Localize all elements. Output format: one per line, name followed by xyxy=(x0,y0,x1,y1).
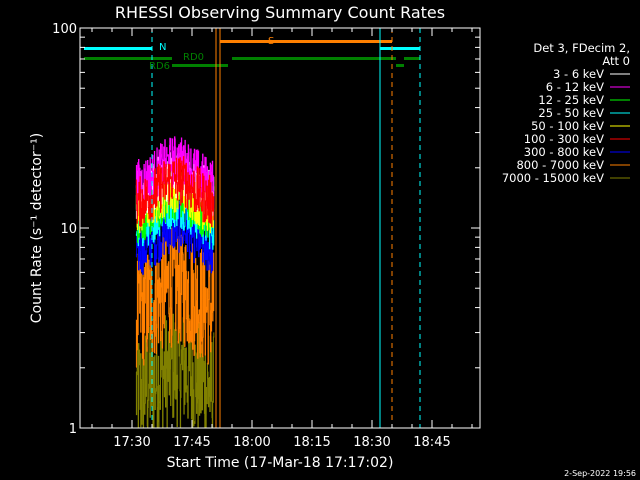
y-axis-label: Count Rate (s⁻¹ detector⁻¹) xyxy=(29,133,45,323)
legend-header-cont: Att 0 xyxy=(602,54,630,68)
y-ticks: 1 10 100 xyxy=(52,22,480,437)
flag-layer xyxy=(84,40,420,67)
legend-row: 100 - 300 keV xyxy=(524,132,630,146)
series-800_7000kev xyxy=(135,226,215,368)
x-tick-label: 18:00 xyxy=(233,435,270,450)
night-flag-bar xyxy=(380,47,420,50)
night-flag-bar xyxy=(84,47,152,50)
legend-header: Det 3, FDecim 2, xyxy=(533,41,630,55)
decimation-flag-bar xyxy=(84,57,172,60)
x-tick-label: 18:45 xyxy=(413,435,450,450)
legend-label: 3 - 6 keV xyxy=(553,67,604,81)
legend-row: 6 - 12 keV xyxy=(546,80,630,94)
x-tick-label: 18:30 xyxy=(353,435,390,450)
legend-label: 12 - 25 keV xyxy=(538,93,604,107)
rd6-flag-bar xyxy=(396,64,404,67)
legend-row: 50 - 100 keV xyxy=(531,119,630,133)
x-tick-label: 17:30 xyxy=(113,435,150,450)
legend-row: 800 - 7000 keV xyxy=(516,158,630,172)
legend-row: 7000 - 15000 keV xyxy=(502,171,630,185)
chart-title: RHESSI Observing Summary Count Rates xyxy=(115,3,445,22)
data-layer xyxy=(135,136,215,429)
y-tick-label: 1 xyxy=(69,422,77,437)
footer-timestamp: 2-Sep-2022 19:56 xyxy=(564,469,636,478)
series-trace xyxy=(135,156,215,227)
annotation-s: S xyxy=(268,36,274,47)
legend-label: 300 - 800 keV xyxy=(524,145,604,159)
series-trace xyxy=(135,136,215,212)
legend-label: 25 - 50 keV xyxy=(538,106,604,120)
legend-label: 800 - 7000 keV xyxy=(516,158,604,172)
decimation-flag-bar xyxy=(404,57,420,60)
annotation-rd6: RD6 xyxy=(149,61,170,72)
series-100_300kev xyxy=(135,156,215,227)
x-ticks: 17:30 17:45 18:00 18:15 18:30 18:45 xyxy=(91,28,473,450)
y-tick-label: 100 xyxy=(52,22,77,37)
legend-label: 6 - 12 keV xyxy=(546,80,604,94)
annotation-n: N xyxy=(159,42,166,53)
legend-row: 300 - 800 keV xyxy=(524,145,630,159)
legend-row: 3 - 6 keV xyxy=(553,67,630,81)
annotation-rd0: RD0 xyxy=(183,52,204,63)
y-tick-label: 10 xyxy=(60,222,77,237)
legend-row: 25 - 50 keV xyxy=(538,106,630,120)
legend-label: 50 - 100 keV xyxy=(531,119,604,133)
series-6_12kev xyxy=(135,136,215,212)
legend-row: 12 - 25 keV xyxy=(538,93,630,107)
decimation-flag-bar xyxy=(232,57,396,60)
x-axis-label: Start Time (17-Mar-18 17:17:02) xyxy=(167,455,394,471)
x-tick-label: 18:15 xyxy=(293,435,330,450)
series-trace xyxy=(135,226,215,368)
legend-label: 100 - 300 keV xyxy=(524,132,604,146)
legend-label: 7000 - 15000 keV xyxy=(502,171,604,185)
x-tick-label: 17:45 xyxy=(173,435,210,450)
rd6-flag-bar xyxy=(172,64,228,67)
saa-flag-bar xyxy=(220,40,392,43)
